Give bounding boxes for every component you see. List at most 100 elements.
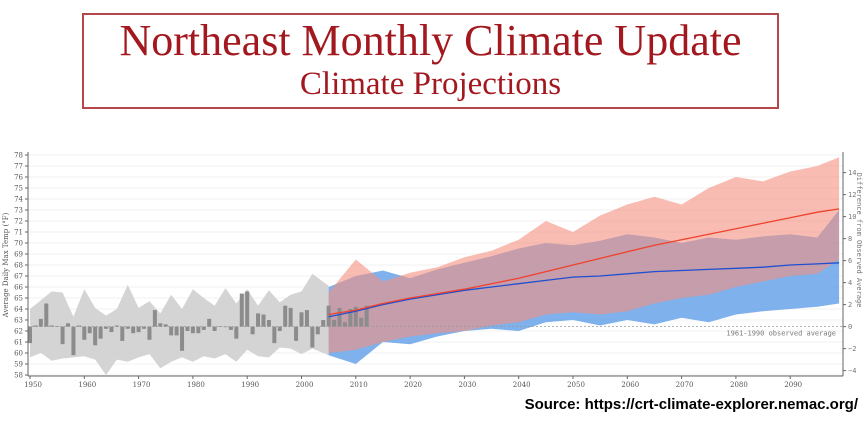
x-tick-label: 2050 [567, 381, 585, 389]
observed-range [30, 273, 329, 375]
observed-bar [120, 326, 125, 341]
y-tick-label: 76 [14, 174, 23, 182]
y-tick-label: 71 [14, 229, 23, 237]
observed-bar [174, 326, 179, 336]
observed-bar [299, 312, 304, 327]
observed-bar [44, 303, 49, 327]
y-right-tick-label: 0 [848, 323, 852, 331]
x-tick-label: 2000 [296, 381, 314, 389]
y-tick-label: 78 [14, 152, 23, 160]
y-right-tick-label: 6 [848, 257, 852, 265]
y-tick-label: 62 [14, 328, 23, 336]
page-subtitle: Climate Projections [299, 66, 562, 102]
observed-bar [321, 320, 326, 327]
observed-bar [60, 326, 65, 345]
axes: 5859606162636465666768697071727374757677… [14, 152, 856, 390]
observed-bar [283, 305, 288, 327]
observed-bar [131, 326, 136, 334]
low-emissions-line [328, 262, 840, 318]
observed-bar [359, 317, 364, 327]
observed-bar [196, 326, 201, 334]
high-emissions-line [328, 208, 840, 316]
observed-range-area [30, 273, 329, 375]
observed-bar [66, 323, 71, 327]
y-right-tick-label: 10 [848, 213, 856, 221]
observed-bar [190, 326, 195, 334]
observed-bar [169, 326, 174, 336]
y-tick-label: 66 [14, 284, 23, 292]
y-tick-label: 64 [14, 306, 23, 314]
observed-bar [261, 314, 266, 327]
x-tick-label: 1990 [241, 381, 259, 389]
y-tick-label: 59 [14, 361, 23, 369]
observed-bar [315, 326, 320, 335]
observed-bar [185, 326, 190, 331]
y-tick-label: 77 [14, 163, 23, 171]
observed-bar [33, 325, 38, 327]
observed-bars [28, 291, 369, 356]
y-tick-label: 68 [14, 262, 23, 270]
y-right-tick-label: 4 [848, 279, 852, 287]
x-tick-label: 2040 [513, 381, 531, 389]
observed-bar [239, 293, 244, 327]
y-right-tick-label: −2 [848, 345, 856, 353]
observed-bar [125, 326, 130, 329]
y-tick-label: 63 [14, 317, 23, 325]
x-tick-label: 1980 [187, 381, 205, 389]
y-tick-label: 61 [14, 339, 23, 347]
y-tick-label: 67 [14, 273, 23, 281]
observed-bar [82, 326, 87, 340]
title-box: Northeast Monthly Climate Update Climate… [82, 13, 779, 109]
observed-bar [142, 326, 147, 329]
observed-bar [245, 291, 250, 327]
observed-bar [348, 309, 353, 327]
baseline-label: 1961-1990 observed average [726, 330, 836, 338]
observed-bar [98, 326, 103, 339]
observed-bar [288, 307, 293, 327]
high-emissions-band [328, 157, 840, 353]
observed-bar [272, 326, 277, 344]
x-tick-label: 2080 [730, 381, 748, 389]
observed-bar [104, 326, 109, 329]
observed-bar [49, 325, 54, 327]
observed-bar [266, 320, 271, 327]
y-right-tick-label: 8 [848, 235, 852, 243]
observed-bar [304, 310, 309, 327]
x-tick-label: 2070 [676, 381, 694, 389]
observed-bar [158, 323, 163, 327]
y-tick-label: 60 [14, 350, 23, 358]
observed-bar [87, 326, 92, 334]
observed-bar [294, 326, 299, 341]
projection-bands [328, 157, 840, 364]
observed-bar [212, 326, 217, 331]
observed-bar [228, 326, 233, 330]
observed-bar [277, 326, 282, 331]
observed-bar [109, 326, 114, 333]
y-tick-label: 72 [14, 218, 23, 226]
observed-bar [163, 324, 168, 327]
y-right-tick-label: 12 [848, 191, 856, 199]
observed-bar [38, 318, 43, 327]
observed-bar [234, 326, 239, 339]
observed-bar [342, 322, 347, 327]
observed-bar [152, 310, 157, 327]
page-title: Northeast Monthly Climate Update [119, 16, 742, 65]
y-tick-label: 70 [14, 240, 23, 248]
projection-lines [328, 208, 840, 318]
y-right-tick-label: 2 [848, 301, 852, 309]
x-tick-label: 1960 [78, 381, 96, 389]
y-right-tick-label: −4 [848, 367, 856, 375]
observed-bar [310, 326, 315, 348]
observed-bar [147, 326, 152, 340]
observed-bar [201, 326, 206, 330]
observed-bar [93, 326, 98, 346]
observed-bar [364, 305, 369, 327]
observed-bar [114, 325, 119, 327]
observed-bar [207, 318, 212, 327]
observed-bar [353, 306, 358, 327]
y-tick-label: 73 [14, 207, 23, 215]
observed-bar [136, 326, 141, 333]
y-right-tick-label: 14 [848, 169, 856, 177]
y-axis-right-label: Difference from Observed Average [855, 173, 863, 308]
